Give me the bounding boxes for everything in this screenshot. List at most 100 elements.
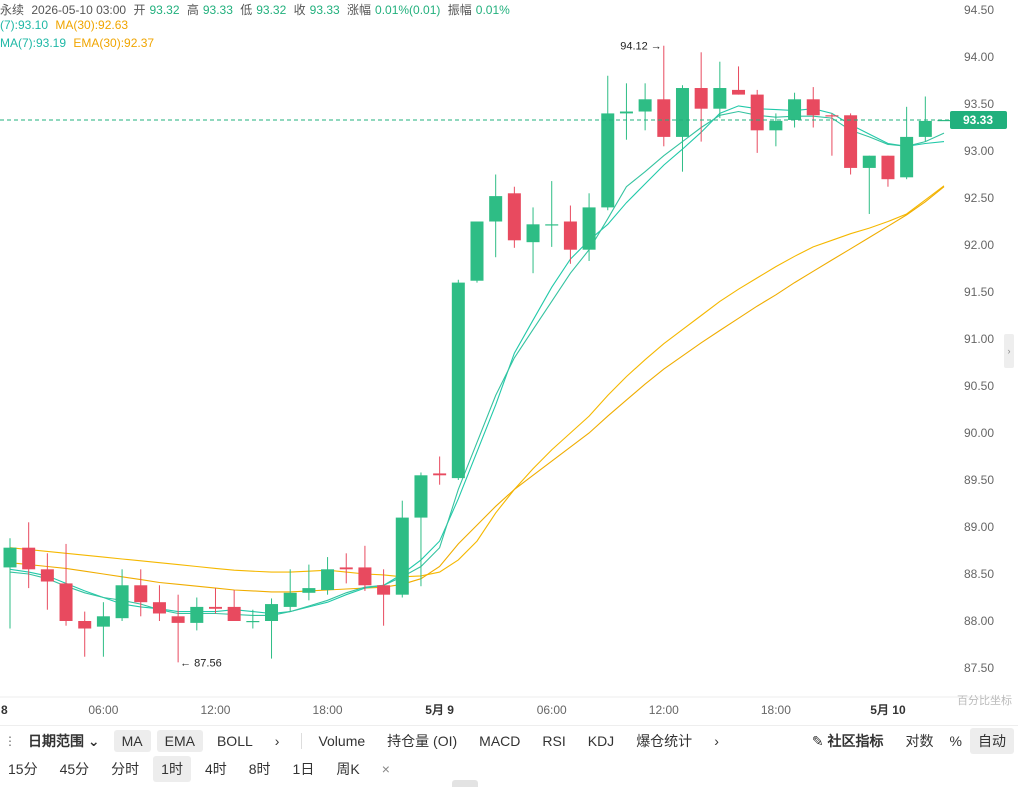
more-sub-indicators-chevron-icon[interactable]: › bbox=[714, 732, 719, 749]
community-indicators-button[interactable]: ✎ 社区指标 bbox=[804, 728, 892, 754]
candle-body bbox=[563, 221, 577, 250]
open-label: 开 bbox=[133, 3, 146, 17]
current-price-tag bbox=[950, 110, 1007, 129]
sub-indicator-liquidation[interactable]: 爆仓统计 bbox=[636, 732, 693, 749]
sub-indicator-kdj[interactable]: KDJ bbox=[587, 732, 615, 749]
y-tick-label: 92.00 bbox=[964, 238, 994, 252]
candle-body bbox=[433, 473, 447, 476]
candle-body bbox=[862, 155, 876, 168]
indicator-ma[interactable]: MA bbox=[113, 729, 151, 752]
y-tick-label: 91.50 bbox=[964, 285, 994, 299]
ema-legend: MA(7):93.19 EMA(30):92.37 bbox=[0, 36, 158, 50]
candle-body bbox=[227, 606, 241, 621]
interval-1w[interactable]: 周K bbox=[336, 761, 360, 777]
y-tick-label: 92.50 bbox=[964, 191, 994, 205]
ma7-line bbox=[9, 105, 945, 615]
y-tick-label: 93.00 bbox=[964, 144, 994, 158]
candle-body bbox=[302, 588, 316, 593]
candle-body bbox=[806, 99, 820, 116]
candle-datetime: 2026-05-10 03:00 bbox=[31, 3, 127, 17]
candle-body bbox=[675, 88, 689, 137]
kline-chart[interactable]: 94.50 94.00 93.50 93.00 92.50 92.00 91.50 91.00… bbox=[0, 0, 1018, 722]
candle-body bbox=[414, 475, 428, 518]
ema30-line bbox=[9, 186, 945, 593]
candle-body bbox=[283, 592, 297, 607]
interval-toolbar: 15分 45分 分时 1时 4时 8时 1日 周K × bbox=[0, 755, 1018, 783]
sub-indicator-rsi[interactable]: RSI bbox=[542, 732, 566, 749]
low-value: 93.32 bbox=[256, 3, 287, 17]
high-value: 93.33 bbox=[202, 3, 233, 17]
candle-body bbox=[601, 113, 615, 208]
candle-body bbox=[489, 196, 503, 222]
y-tick-label: 89.50 bbox=[964, 473, 994, 487]
resize-handle[interactable] bbox=[452, 780, 478, 787]
indicator-ema[interactable]: EMA bbox=[156, 729, 203, 752]
candle-body bbox=[881, 155, 895, 180]
candle-body bbox=[750, 94, 764, 131]
y-tick-label: 89.00 bbox=[964, 520, 994, 534]
y-tick-label: 90.00 bbox=[964, 426, 994, 440]
low-label: 低 bbox=[240, 3, 253, 17]
indicator-toolbar: ⋮ 日期范围 ⌄ MA EMA BOLL › Volume 持仓量 (OI) M… bbox=[0, 725, 1018, 755]
more-main-indicators-chevron-icon[interactable]: › bbox=[274, 732, 280, 749]
interval-1h[interactable]: 1时 bbox=[153, 756, 191, 782]
percent-scale-toggle[interactable]: % bbox=[949, 732, 962, 749]
candle-body bbox=[246, 621, 260, 623]
open-value: 93.32 bbox=[149, 3, 180, 17]
interval-8h[interactable]: 8时 bbox=[248, 761, 271, 777]
candle-body bbox=[732, 89, 746, 95]
candle-body bbox=[208, 606, 222, 609]
candle-body bbox=[769, 120, 783, 131]
candle-body bbox=[190, 606, 204, 623]
candle-body bbox=[582, 207, 596, 250]
indicator-boll[interactable]: BOLL bbox=[216, 732, 253, 749]
y-tick-label: 91.00 bbox=[964, 332, 994, 346]
candle-body bbox=[152, 602, 166, 614]
interval-timeline[interactable]: 分时 bbox=[111, 761, 140, 777]
candle-body bbox=[713, 88, 727, 109]
candle-body bbox=[22, 547, 36, 570]
sub-indicator-macd[interactable]: MACD bbox=[479, 732, 521, 749]
x-tick-label: 18:00 bbox=[313, 703, 343, 717]
date-range-dropdown[interactable]: 日期范围 ⌄ bbox=[20, 728, 108, 754]
close-value: 93.33 bbox=[309, 3, 340, 17]
date-range-label: 日期范围 bbox=[28, 732, 84, 749]
candle-body bbox=[507, 193, 521, 241]
auto-scale-toggle[interactable]: 自动 bbox=[970, 727, 1014, 754]
close-intervals-icon[interactable]: × bbox=[381, 761, 390, 777]
candle-body bbox=[358, 567, 372, 586]
interval-4h[interactable]: 4时 bbox=[204, 761, 227, 777]
x-tick-label: 12:00 bbox=[200, 703, 230, 717]
grip-icon: ⋮ bbox=[4, 733, 16, 748]
x-tick-label: 18:00 bbox=[761, 703, 791, 717]
x-tick-label: 12:00 bbox=[649, 703, 679, 717]
y-tick-label: 88.50 bbox=[964, 567, 994, 581]
ma30-legend: MA(30):92.63 bbox=[55, 18, 129, 32]
interval-45m[interactable]: 45分 bbox=[59, 761, 90, 777]
y-tick-label: 90.50 bbox=[964, 379, 994, 393]
candle-body bbox=[937, 119, 951, 122]
change-label: 涨幅 bbox=[347, 3, 372, 17]
community-label: 社区指标 bbox=[827, 732, 884, 749]
interval-1d[interactable]: 1日 bbox=[292, 761, 315, 777]
chevron-down-icon: ⌄ bbox=[87, 732, 100, 749]
sub-indicator-oi[interactable]: 持仓量 (OI) bbox=[387, 732, 458, 749]
log-scale-toggle[interactable]: 对数 bbox=[905, 732, 934, 749]
expand-panel-handle[interactable]: › bbox=[1004, 334, 1014, 368]
candle-body bbox=[788, 99, 802, 120]
candle-body bbox=[825, 115, 839, 117]
x-tick-label: 06:00 bbox=[537, 703, 567, 717]
candle-body bbox=[619, 111, 633, 114]
high-price-marker: 94.12 → bbox=[620, 41, 662, 53]
divider bbox=[301, 732, 303, 749]
chart-canvas[interactable]: 94.50 94.00 93.50 93.00 92.50 92.00 91.50 91.00… bbox=[0, 0, 1018, 722]
y-tick-label: 93.50 bbox=[964, 97, 994, 111]
interval-15m[interactable]: 15分 bbox=[8, 761, 38, 777]
candle-body bbox=[321, 569, 335, 590]
close-label: 收 bbox=[293, 3, 306, 17]
change-value: 0.01%(0.01) bbox=[375, 3, 441, 17]
y-tick-label: 87.50 bbox=[964, 661, 994, 675]
amplitude-value: 0.01% bbox=[475, 3, 510, 17]
ema7-line bbox=[9, 110, 945, 616]
sub-indicator-volume[interactable]: Volume bbox=[318, 732, 366, 749]
